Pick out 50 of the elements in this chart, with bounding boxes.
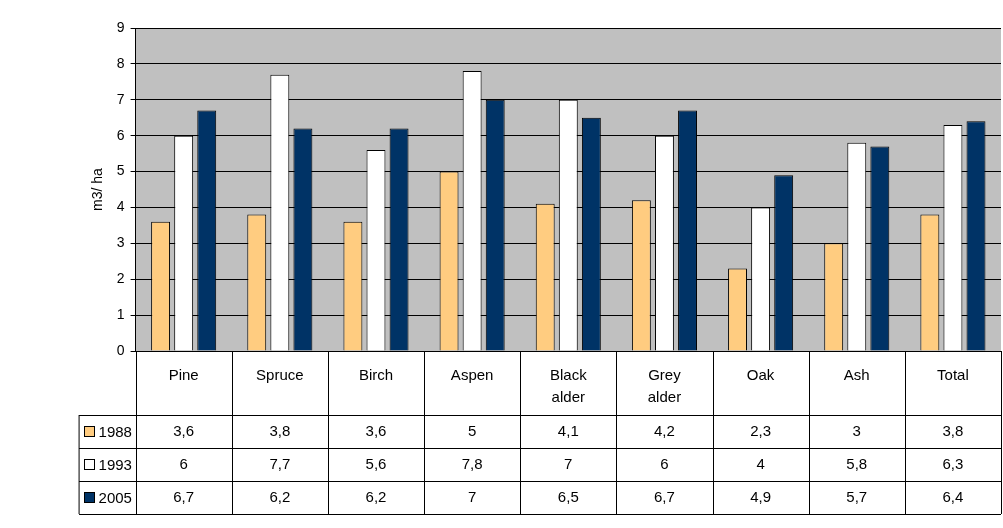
y-tick-label: 0 xyxy=(116,341,125,358)
legend-label: 1993 xyxy=(98,456,132,473)
x-tick-label: Grey alder xyxy=(647,366,682,405)
x-tick-label: Pine xyxy=(168,366,199,384)
data-label: 7 xyxy=(564,454,573,472)
legend-label: 2005 xyxy=(98,489,132,506)
data-label: 6,5 xyxy=(557,487,579,505)
data-label: 6 xyxy=(660,454,669,472)
data-label: 7 xyxy=(467,487,477,505)
data-label: 5,7 xyxy=(846,487,868,505)
data-label: 5 xyxy=(467,421,477,439)
x-tick-label: Total xyxy=(937,366,969,384)
data-label: 3,6 xyxy=(365,421,387,439)
y-tick-label: 5 xyxy=(116,162,125,179)
data-label: 6,7 xyxy=(173,487,195,505)
data-label: 5,8 xyxy=(846,454,868,472)
x-tick-label: Spruce xyxy=(256,366,304,384)
x-tick-label: Aspen xyxy=(450,366,494,384)
y-tick-label: 3 xyxy=(116,234,125,251)
data-label: 3 xyxy=(852,421,861,439)
data-label: 6,3 xyxy=(942,454,964,472)
data-label: 6,7 xyxy=(654,487,675,505)
y-tick-label: 2 xyxy=(116,270,125,287)
data-label: 6 xyxy=(179,454,188,472)
y-tick-label: 8 xyxy=(116,54,125,71)
x-tick-label: Oak xyxy=(746,366,775,384)
data-label: 3,8 xyxy=(942,421,964,439)
data-label: 6,4 xyxy=(942,487,964,505)
y-axis-title: m3/ ha xyxy=(89,167,106,211)
data-label: 4,1 xyxy=(557,421,579,439)
data-label: 2,3 xyxy=(750,421,772,439)
x-tick-label: Ash xyxy=(843,366,870,384)
y-tick-label: 1 xyxy=(116,305,125,322)
x-tick-label: Birch xyxy=(358,366,394,384)
data-label: 4,9 xyxy=(750,487,772,505)
legend-label: 1988 xyxy=(98,423,132,440)
data-label: 4 xyxy=(756,454,765,472)
data-label: 6,2 xyxy=(365,487,387,505)
y-tick-label: 4 xyxy=(116,198,125,215)
data-label: 4,2 xyxy=(654,421,675,439)
x-tick-label: Black alder xyxy=(549,366,588,405)
data-label: 3,6 xyxy=(173,421,195,439)
data-label: 6,2 xyxy=(269,487,291,505)
data-label: 7,8 xyxy=(461,454,483,472)
y-tick-label: 7 xyxy=(116,90,125,107)
data-label: 7,7 xyxy=(269,454,291,472)
data-label: 5,6 xyxy=(365,454,387,472)
y-tick-label: 6 xyxy=(116,126,125,143)
y-tick-label: 9 xyxy=(116,18,125,35)
data-label: 3,8 xyxy=(269,421,291,439)
